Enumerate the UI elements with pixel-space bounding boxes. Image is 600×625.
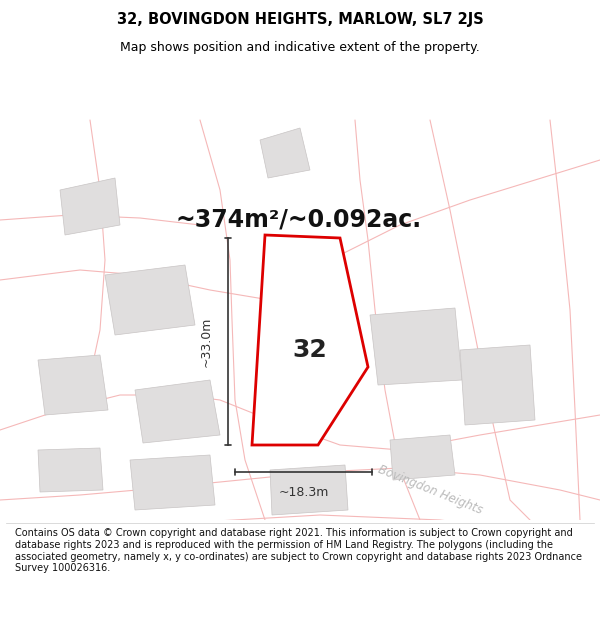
Text: Contains OS data © Crown copyright and database right 2021. This information is : Contains OS data © Crown copyright and d…	[15, 528, 582, 573]
Polygon shape	[135, 380, 220, 443]
Text: Map shows position and indicative extent of the property.: Map shows position and indicative extent…	[120, 41, 480, 54]
Text: 32, BOVINGDON HEIGHTS, MARLOW, SL7 2JS: 32, BOVINGDON HEIGHTS, MARLOW, SL7 2JS	[116, 12, 484, 27]
Polygon shape	[270, 465, 348, 515]
Polygon shape	[105, 265, 195, 335]
Polygon shape	[390, 435, 455, 480]
Polygon shape	[60, 178, 120, 235]
Polygon shape	[460, 345, 535, 425]
Text: ~33.0m: ~33.0m	[200, 316, 213, 367]
Polygon shape	[252, 235, 368, 445]
Polygon shape	[260, 128, 310, 178]
Text: Bovingdon Heights: Bovingdon Heights	[376, 463, 484, 517]
Polygon shape	[38, 448, 103, 492]
Text: ~374m²/~0.092ac.: ~374m²/~0.092ac.	[175, 208, 421, 232]
Text: 32: 32	[293, 338, 328, 362]
Text: ~18.3m: ~18.3m	[278, 486, 329, 499]
Polygon shape	[130, 455, 215, 510]
Polygon shape	[38, 355, 108, 415]
Polygon shape	[370, 308, 462, 385]
